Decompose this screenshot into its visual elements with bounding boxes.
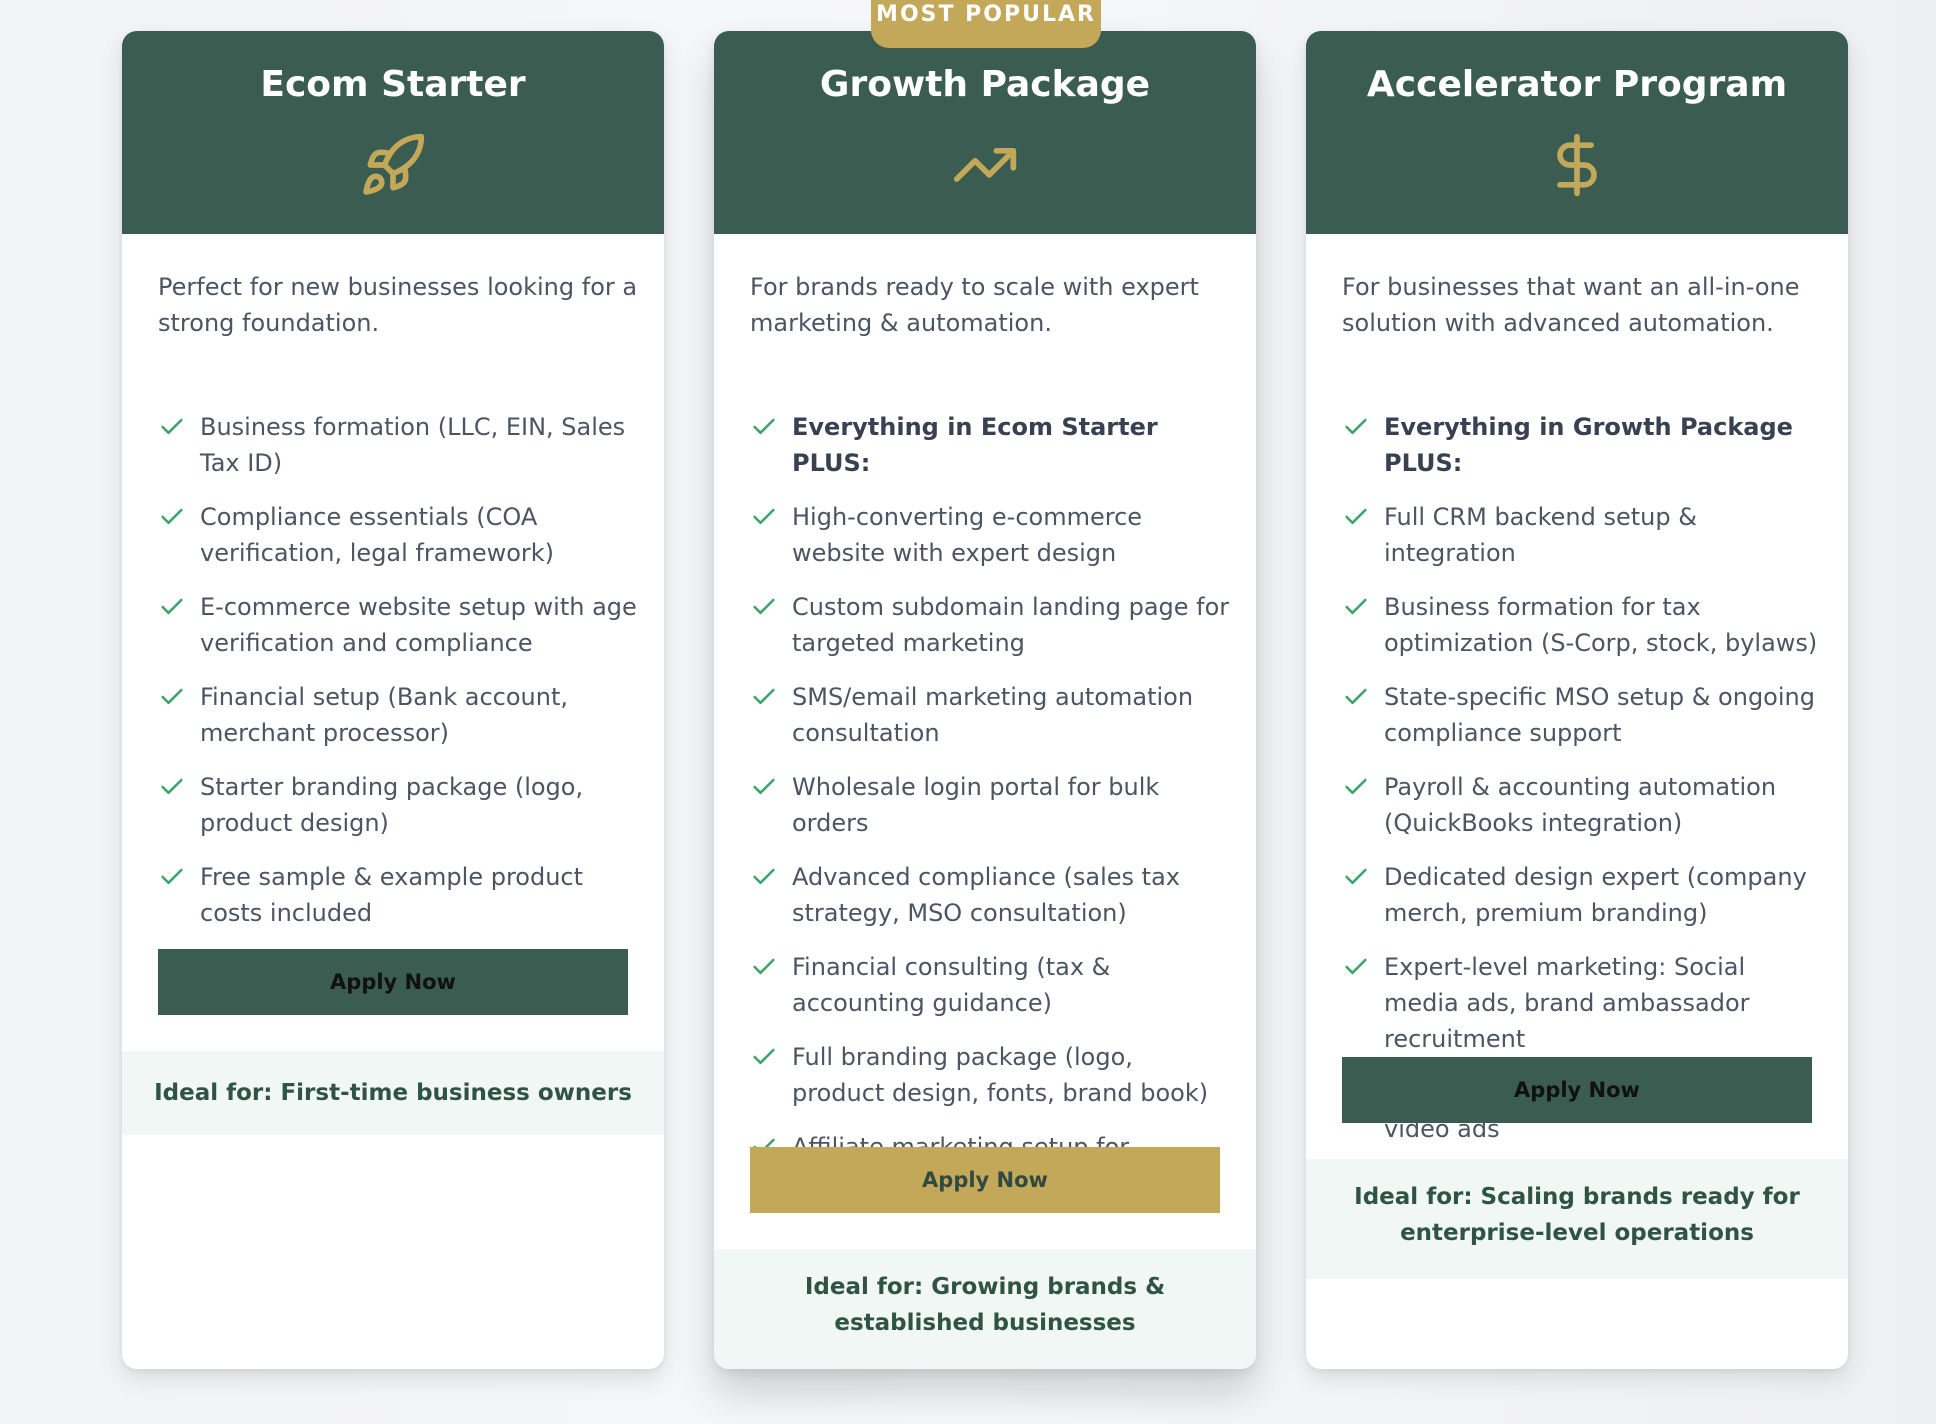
check-icon [753, 868, 775, 885]
check-icon [753, 688, 775, 705]
plan-card-ecom-starter: Ecom Starter Perfect for new businesses … [122, 31, 664, 1369]
list-item: Free sample & example product costs incl… [158, 859, 638, 931]
list-item: High-converting e-commerce website with … [750, 499, 1230, 571]
list-item: Everything in Ecom Starter PLUS: [750, 409, 1230, 481]
check-icon [753, 418, 775, 435]
feature-text: High-converting e-commerce website with … [792, 503, 1143, 567]
feature-list: Business formation (LLC, EIN, Sales Tax … [158, 409, 638, 949]
feature-list: Everything in Growth Package PLUS: Full … [1342, 409, 1822, 1165]
check-icon [1345, 508, 1367, 525]
most-popular-badge: MOST POPULAR [871, 0, 1101, 48]
feature-text: E-commerce website setup with age verifi… [200, 593, 637, 657]
list-item: SMS/email marketing automation consultat… [750, 679, 1230, 751]
feature-text: Free sample & example product costs incl… [200, 863, 584, 927]
list-item: Custom subdomain landing page for target… [750, 589, 1230, 661]
plan-header: Accelerator Program [1306, 31, 1848, 234]
plan-title: Accelerator Program [1366, 64, 1788, 105]
feature-text: Everything in Growth Package PLUS: [1384, 413, 1793, 477]
check-icon [161, 778, 183, 795]
list-item: Financial setup (Bank account, merchant … [158, 679, 638, 751]
check-icon [1345, 598, 1367, 615]
ideal-for-note: Ideal for: First-time business owners [122, 1051, 664, 1135]
feature-text: Expert-level marketing: Social media ads… [1384, 953, 1750, 1053]
check-icon [753, 508, 775, 525]
feature-text: Full CRM backend setup & integration [1384, 503, 1697, 567]
check-icon [1345, 868, 1367, 885]
ideal-for-note: Ideal for: Growing brands & established … [714, 1249, 1256, 1369]
plan-description: Perfect for new businesses looking for a… [158, 273, 638, 337]
dollar-icon [1557, 133, 1597, 197]
apply-now-button[interactable]: Apply Now [158, 949, 628, 1015]
list-item: Starter branding package (logo, product … [158, 769, 638, 841]
feature-text: Business formation (LLC, EIN, Sales Tax … [200, 413, 626, 477]
check-icon [161, 418, 183, 435]
check-icon [161, 508, 183, 525]
trending-up-icon [953, 148, 1017, 183]
list-item: Business formation (LLC, EIN, Sales Tax … [158, 409, 638, 481]
feature-text: Business formation for tax optimization … [1384, 593, 1818, 657]
feature-text: SMS/email marketing automation consultat… [792, 683, 1194, 747]
rocket-icon [363, 133, 425, 195]
feature-list: Everything in Ecom Starter PLUS: High-co… [750, 409, 1230, 1219]
list-item: State-specific MSO setup & ongoing compl… [1342, 679, 1822, 751]
feature-text: Financial consulting (tax & accounting g… [792, 953, 1111, 1017]
list-item: Expert-level marketing: Social media ads… [1342, 949, 1822, 1057]
list-item: Dedicated design expert (company merch, … [1342, 859, 1822, 931]
feature-text: Financial setup (Bank account, merchant … [200, 683, 568, 747]
feature-text: Compliance essentials (COA verification,… [200, 503, 555, 567]
feature-text: Wholesale login portal for bulk orders [792, 773, 1160, 837]
feature-text: Starter branding package (logo, product … [200, 773, 584, 837]
feature-text: State-specific MSO setup & ongoing compl… [1384, 683, 1815, 747]
check-icon [1345, 778, 1367, 795]
list-item: Business formation for tax optimization … [1342, 589, 1822, 661]
list-item: Full branding package (logo, product des… [750, 1039, 1230, 1111]
plan-header: Growth Package [714, 31, 1256, 234]
check-icon [161, 598, 183, 615]
check-icon [753, 1048, 775, 1065]
list-item: Financial consulting (tax & accounting g… [750, 949, 1230, 1021]
check-icon [1345, 958, 1367, 975]
list-item: Compliance essentials (COA verification,… [158, 499, 638, 571]
list-item: E-commerce website setup with age verifi… [158, 589, 638, 661]
check-icon [1345, 418, 1367, 435]
feature-text: Everything in Ecom Starter PLUS: [792, 413, 1158, 477]
check-icon [753, 598, 775, 615]
list-item: Everything in Growth Package PLUS: [1342, 409, 1822, 481]
plan-title: Ecom Starter [260, 64, 526, 105]
feature-text: Advanced compliance (sales tax strategy,… [792, 863, 1180, 927]
apply-now-button[interactable]: Apply Now [1342, 1057, 1812, 1123]
feature-text: Dedicated design expert (company merch, … [1384, 863, 1807, 927]
check-icon [161, 868, 183, 885]
check-icon [161, 688, 183, 705]
plan-description: For businesses that want an all-in-one s… [1342, 273, 1800, 337]
check-icon [1345, 688, 1367, 705]
plan-card-growth-package: Growth Package For brands ready to scale… [714, 31, 1256, 1369]
feature-text: Payroll & accounting automation (QuickBo… [1384, 773, 1777, 837]
list-item: Wholesale login portal for bulk orders [750, 769, 1230, 841]
list-item: Full CRM backend setup & integration [1342, 499, 1822, 571]
check-icon [753, 778, 775, 795]
list-item: Payroll & accounting automation (QuickBo… [1342, 769, 1822, 841]
feature-text: Custom subdomain landing page for target… [792, 593, 1230, 657]
plan-header: Ecom Starter [122, 31, 664, 234]
list-item: Advanced compliance (sales tax strategy,… [750, 859, 1230, 931]
plan-card-accelerator-program: Accelerator Program For businesses that … [1306, 31, 1848, 1369]
apply-now-button[interactable]: Apply Now [750, 1147, 1220, 1213]
check-icon [753, 958, 775, 975]
feature-text: Full branding package (logo, product des… [792, 1043, 1209, 1107]
plan-description: For brands ready to scale with expert ma… [750, 273, 1199, 337]
ideal-for-note: Ideal for: Scaling brands ready for ente… [1306, 1159, 1848, 1279]
plan-title: Growth Package [819, 64, 1151, 105]
